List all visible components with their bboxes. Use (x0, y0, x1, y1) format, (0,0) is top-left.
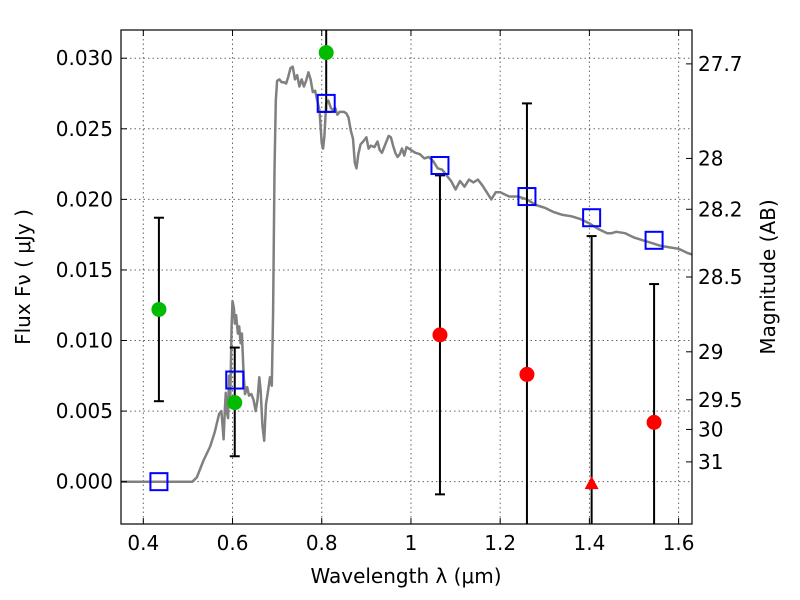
x-tick-label: 0.8 (306, 531, 338, 555)
magnitude-tick-label: 29.5 (698, 388, 743, 412)
grid (121, 30, 692, 524)
detection-point (318, 45, 334, 61)
x-tick-label: 0.4 (127, 531, 159, 555)
detection-point (227, 395, 243, 411)
y-axis-title: Flux Fν ( μJy ) (11, 209, 35, 345)
x-axis: 0.4 0.6 0.8 1 1.2 1.4 1.6 (127, 30, 695, 555)
x-axis-title: Wavelength λ (μm) (310, 564, 501, 588)
magnitude-tick-label: 31 (698, 450, 723, 474)
upper-limit-triangle (584, 476, 599, 490)
model-spectrum-line (121, 65, 692, 483)
markers (149, 45, 664, 492)
model-photometry-square (149, 472, 169, 492)
magnitude-tick-label: 29 (698, 340, 723, 364)
x-tick-label: 0.6 (217, 531, 249, 555)
magnitude-axis: 27.7 28 28.2 28.5 29 29.5 30 31 (686, 52, 743, 474)
plot-area (121, 65, 692, 483)
magnitude-tick-label: 28.2 (698, 197, 743, 221)
y-tick-label: 0.020 (56, 187, 113, 211)
y-tick-label: 0.015 (56, 258, 113, 282)
non-detection-point (519, 366, 535, 382)
model-photometry-square (225, 370, 245, 390)
model-photometry-square (644, 230, 664, 250)
magnitude-tick-label: 28 (698, 146, 723, 170)
non-detection-point (646, 414, 662, 430)
magnitude-tick-label: 28.5 (698, 265, 743, 289)
model-photometry-square (582, 208, 602, 228)
x-tick-label: 1.4 (573, 531, 605, 555)
error-bars (153, 30, 660, 524)
model-photometry-square (430, 155, 450, 175)
x-tick-label: 1.2 (484, 531, 516, 555)
y-tick-label: 0.000 (56, 470, 113, 494)
y-tick-label: 0.010 (56, 329, 113, 353)
y-axis: 0.000 0.005 0.010 0.015 0.020 0.025 0.030 (56, 46, 127, 494)
model-photometry-square (316, 93, 336, 113)
plot-frame (120, 29, 693, 525)
y-tick-label: 0.030 (56, 46, 113, 70)
magnitude-tick-label: 30 (698, 417, 723, 441)
y-tick-label: 0.005 (56, 399, 113, 423)
non-detection-point (432, 327, 448, 343)
detection-point (151, 301, 167, 317)
model-photometry-square (517, 187, 537, 207)
magnitude-tick-label: 27.7 (698, 52, 743, 76)
y-tick-label: 0.025 (56, 117, 113, 141)
y2-axis-title: Magnitude (AB) (756, 199, 780, 354)
x-tick-label: 1 (405, 531, 418, 555)
x-tick-label: 1.6 (663, 531, 695, 555)
